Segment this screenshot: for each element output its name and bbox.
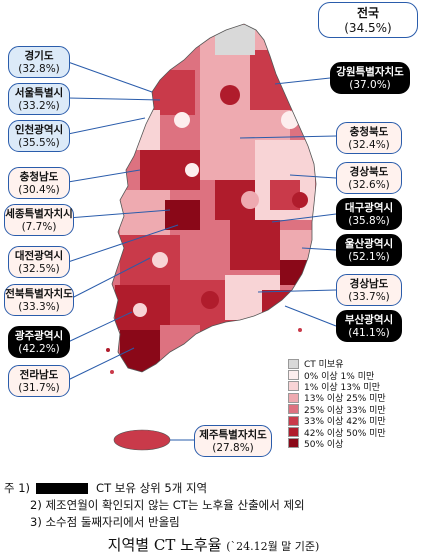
mainland-outline: [111, 23, 317, 373]
legend-item: 13% 이상 25% 미만: [288, 392, 418, 405]
legend-swatch: [288, 427, 299, 438]
legend-item: 33% 이상 42% 미만: [288, 415, 418, 428]
legend-swatch: [288, 392, 299, 403]
national-summary: 전국 (34.5%): [318, 2, 418, 38]
footnote-1: 주 1) CT 보유 상위 5개 지역: [4, 480, 424, 497]
caption-title: 지역별 CT 노후율: [107, 536, 222, 554]
jeju-island: [113, 429, 171, 451]
legend-label: 33% 이상 42% 미만: [304, 417, 386, 428]
korea-map: [67, 23, 337, 451]
national-value: (34.5%): [344, 21, 392, 35]
legend-label: 50% 이상: [304, 439, 344, 450]
legend-item: 42% 이상 50% 미만: [288, 426, 418, 439]
footnote-1-prefix: 주 1): [4, 481, 31, 495]
region-label-gwangju: 광주광역시 (42.2%): [8, 326, 70, 358]
region-label-jeonbuk: 전북특별자치도 (33.3%): [4, 284, 74, 316]
footnote-1-text: CT 보유 상위 5개 지역: [96, 481, 208, 495]
region-label-incheon: 인천광역시 (35.5%): [8, 120, 70, 152]
region-label-chungnam: 충청남도 (30.4%): [8, 167, 70, 199]
legend-label: 0% 이상 1% 미만: [304, 371, 375, 382]
figure-caption: 지역별 CT 노후율 (`24.12월 말 기준): [0, 534, 427, 555]
legend-item: 25% 이상 33% 미만: [288, 404, 418, 416]
footnotes: 주 1) CT 보유 상위 5개 지역 2) 제조연월이 확인되지 않는 CT는…: [4, 480, 424, 531]
region-label-busan: 부산광역시 (41.1%): [336, 310, 402, 342]
region-label-gyeongnam: 경상남도 (33.7%): [336, 274, 402, 306]
footnote-3: 3) 소수점 둘째자리에서 반올림: [30, 515, 180, 529]
legend-swatch: [288, 381, 299, 392]
legend-item: 0% 이상 1% 미만: [288, 369, 418, 382]
legend-item: 50% 이상: [288, 438, 418, 450]
region-label-gangwon: 강원특별자치도 (37.0%): [330, 62, 410, 94]
region-label-daegu: 대구광역시 (35.8%): [336, 198, 402, 230]
footnote-2: 2) 제조연월이 확인되지 않는 CT는 노후율 산출에서 제외: [30, 498, 305, 512]
national-name: 전국: [356, 6, 380, 20]
legend-swatch: [288, 415, 299, 426]
region-label-jeju: 제주특별자치도 (27.8%): [194, 425, 272, 457]
region-label-ulsan: 울산광역시 (52.1%): [336, 234, 402, 266]
legend-item: CT 미보유: [288, 358, 418, 371]
mainland-choropleth: [112, 24, 316, 372]
legend-label: CT 미보유: [304, 360, 344, 371]
region-label-seoul: 서울특별시 (33.2%): [8, 83, 70, 115]
caption-subtitle: (`24.12월 말 기준): [226, 540, 320, 553]
legend-label: 1% 이상 13% 미만: [304, 382, 380, 393]
leader-lines: [67, 61, 337, 441]
region-label-jeonnam: 전라남도 (31.7%): [8, 365, 70, 397]
region-label-gyeonggi: 경기도 (32.8%): [8, 46, 70, 78]
legend-label: 13% 이상 25% 미만: [304, 394, 386, 405]
region-label-daejeon: 대전광역시 (32.5%): [8, 246, 70, 278]
region-label-chungbuk: 충청북도 (32.4%): [336, 122, 402, 154]
legend-label: 42% 이상 50% 미만: [304, 428, 386, 439]
legend-swatch: [288, 404, 299, 415]
legend-swatch: [288, 370, 299, 381]
legend: CT 미보유 0% 이상 1% 미만 1% 이상 13% 미만 13% 이상 25% …: [288, 358, 418, 450]
legend-swatch: [288, 358, 299, 369]
top5-marker-swatch: [36, 483, 89, 494]
legend-item: 1% 이상 13% 미만: [288, 381, 418, 393]
region-label-gyeongbuk: 경상북도 (32.6%): [336, 162, 402, 194]
legend-swatch: [288, 438, 299, 449]
region-label-sejong: 세종특별자치시 (7.7%): [4, 204, 74, 236]
legend-label: 25% 이상 33% 미만: [304, 405, 386, 416]
